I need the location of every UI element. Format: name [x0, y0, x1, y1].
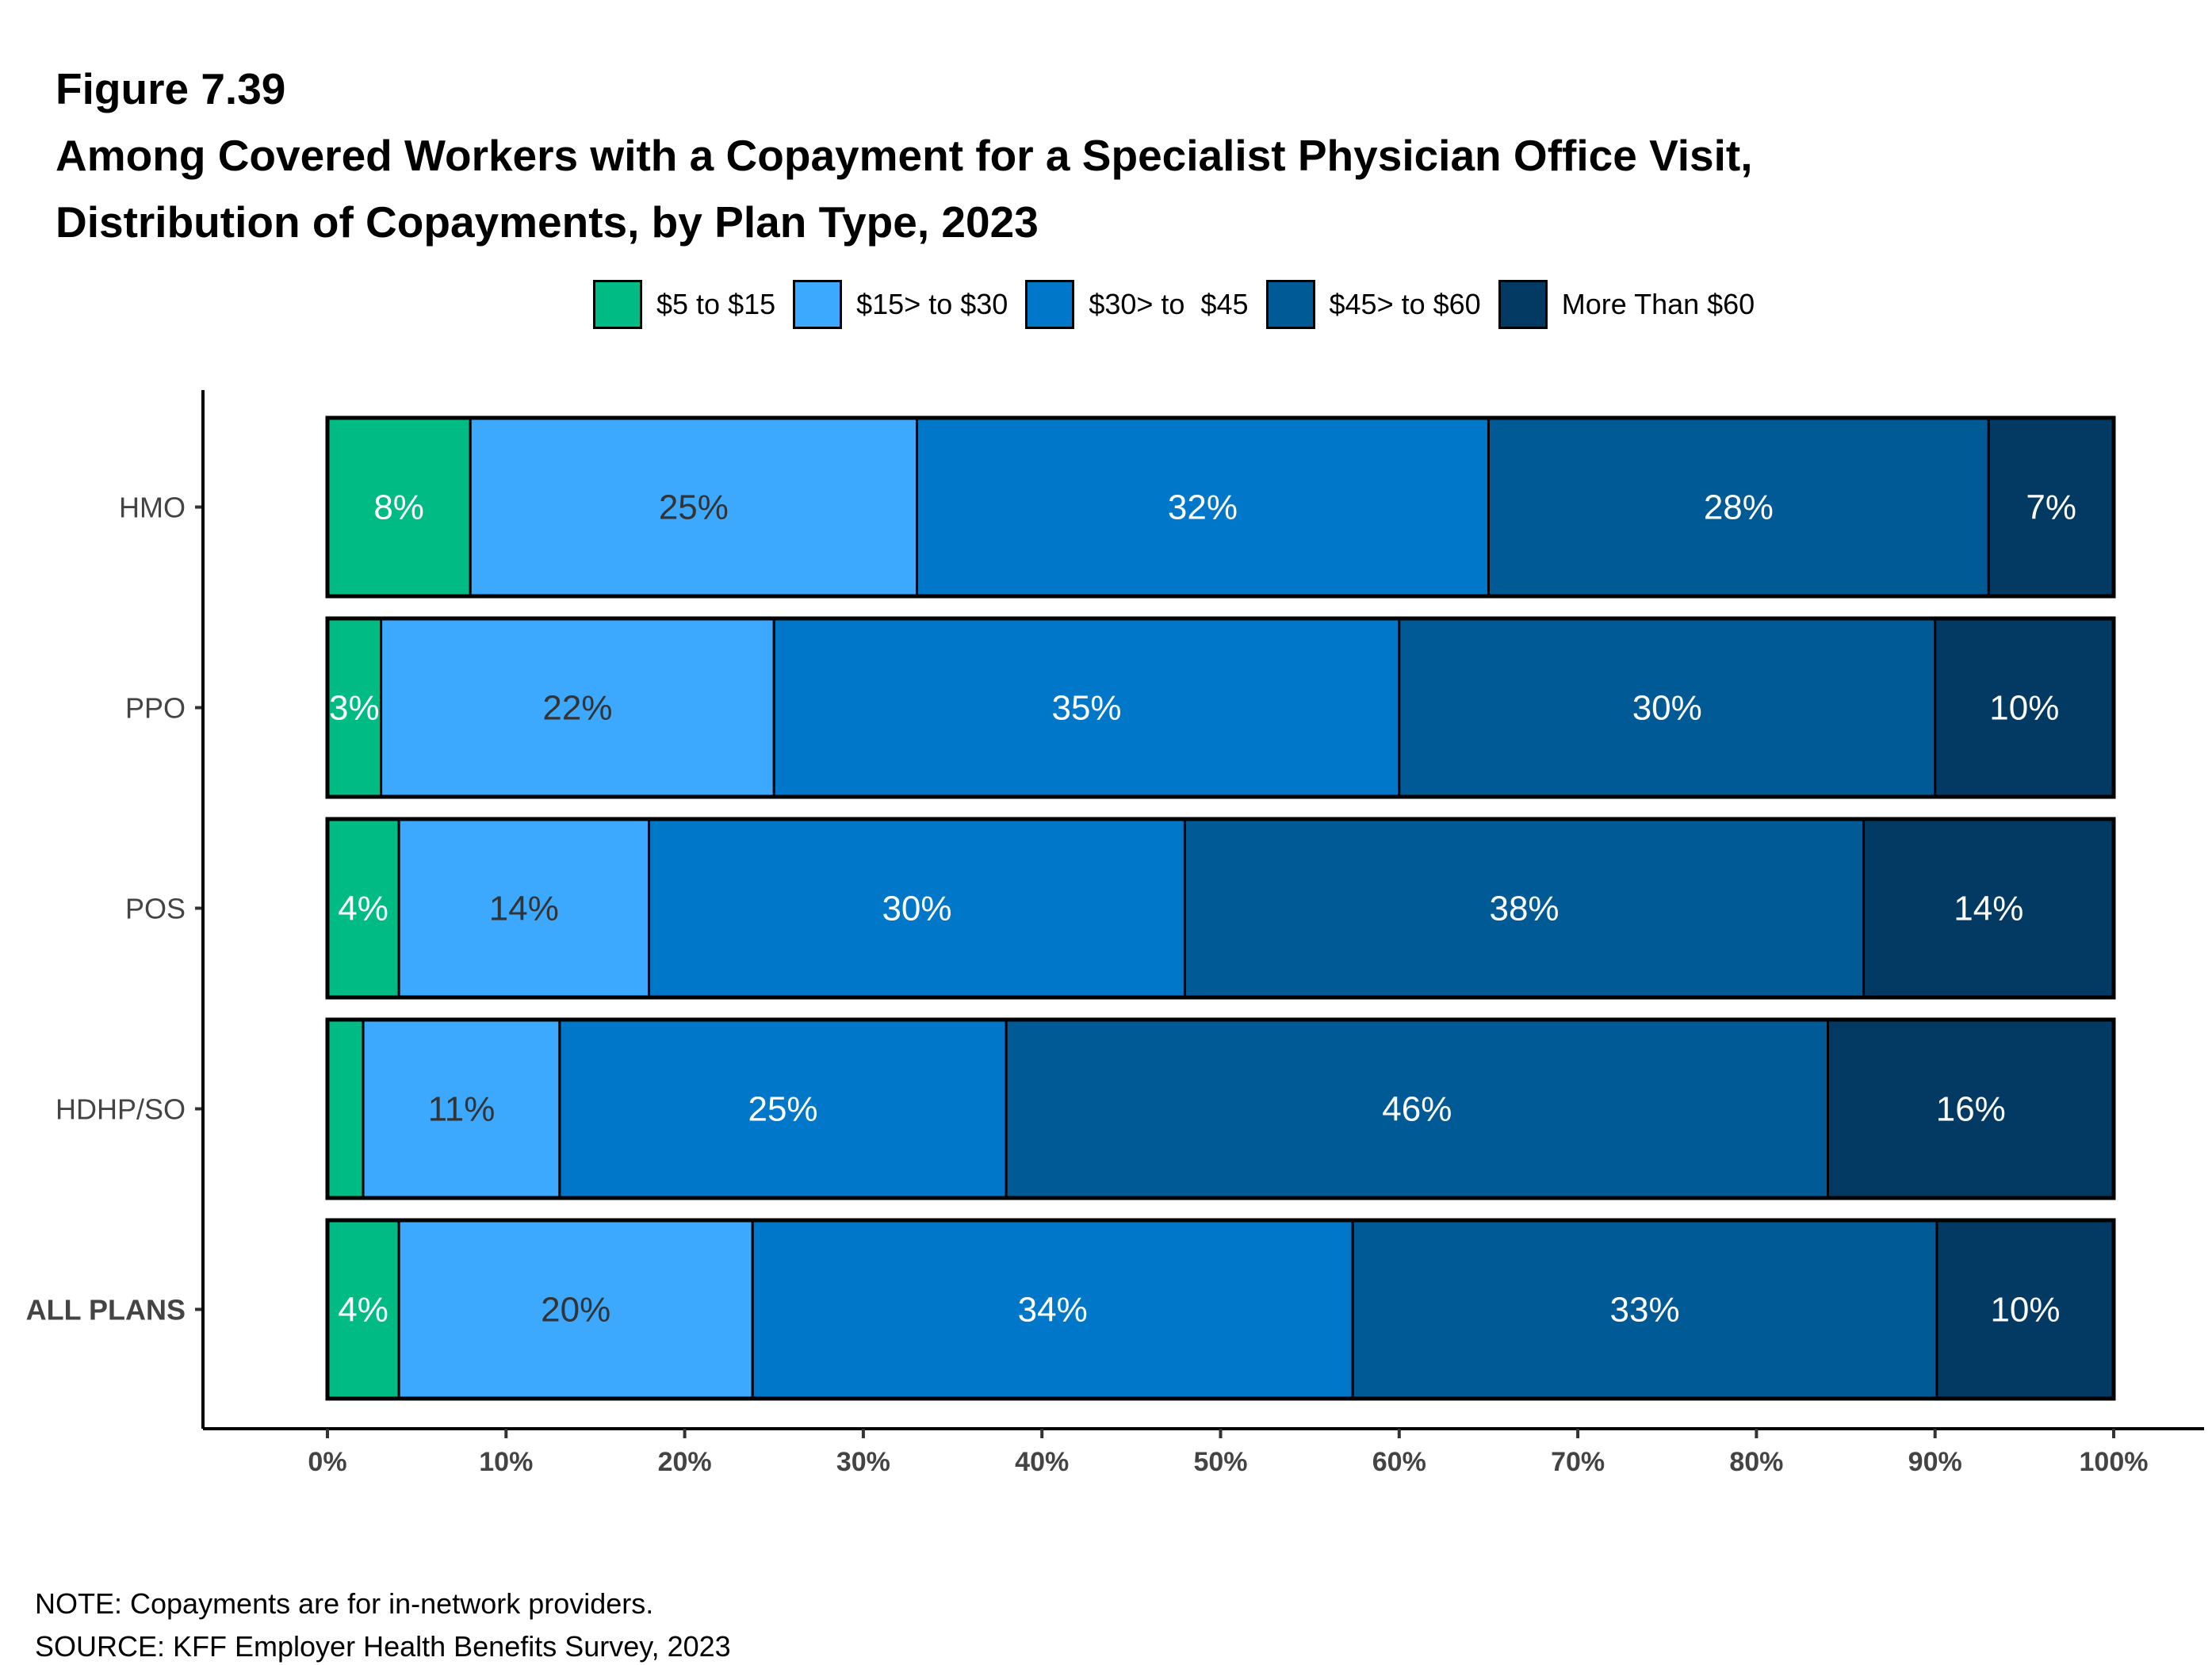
- bar-segment: [558, 1018, 1008, 1200]
- y-tick-label: POS: [125, 893, 186, 925]
- figure-label: Figure 7.39: [55, 64, 286, 113]
- x-tick-label: 100%: [2080, 1447, 2149, 1477]
- data-label: 4%: [338, 1291, 388, 1330]
- data-label: 30%: [1632, 689, 1702, 728]
- legend-item: $15> to $30: [793, 280, 1008, 329]
- bar-segment: [380, 617, 775, 798]
- data-label: 25%: [659, 488, 729, 527]
- data-label: 16%: [1936, 1090, 2006, 1129]
- data-label: 4%: [338, 890, 388, 928]
- bar-outline: [325, 1017, 2116, 1200]
- legend-label: $15> to $30: [856, 288, 1008, 320]
- chart-title-line2: Distribution of Copayments, by Plan Type…: [55, 197, 1039, 247]
- legend-label: $30> to $45: [1089, 288, 1249, 320]
- legend-item: $5 to $15: [593, 280, 775, 329]
- legend-swatch: [593, 280, 642, 329]
- data-label: 11%: [428, 1090, 496, 1129]
- y-tick-label: HMO: [119, 492, 186, 524]
- x-tick-label: 40%: [1015, 1447, 1069, 1477]
- bar-segment: [1935, 1219, 2115, 1400]
- x-tick-label: 60%: [1372, 1447, 1426, 1477]
- bar-segment: [1398, 617, 1937, 798]
- y-tick-label: ALL PLANS: [26, 1294, 186, 1326]
- bar-segment: [915, 416, 1490, 598]
- legend: $5 to $15 $15> to $30 $30> to $45 $45> t…: [593, 278, 1772, 331]
- x-tick-label: 70%: [1551, 1447, 1605, 1477]
- bar-outline: [325, 1218, 2116, 1401]
- bar-segment: [326, 416, 472, 598]
- bar-outline: [325, 415, 2116, 599]
- x-tick-label: 20%: [658, 1447, 712, 1477]
- bar-segment: [1862, 817, 2115, 999]
- data-label: 20%: [541, 1291, 610, 1330]
- legend-swatch: [1265, 280, 1315, 329]
- bar-segment: [751, 1219, 1354, 1400]
- data-label: 8%: [373, 488, 424, 527]
- data-label: 28%: [1704, 488, 1774, 527]
- data-label: 46%: [1382, 1090, 1452, 1129]
- data-label: 7%: [2026, 488, 2076, 527]
- data-label: 30%: [882, 890, 951, 928]
- legend-label: $5 to $15: [656, 288, 776, 320]
- data-label: 35%: [1051, 689, 1121, 728]
- bar-outline: [325, 616, 2116, 799]
- x-tick-label: 10%: [479, 1447, 533, 1477]
- bar-segment: [648, 817, 1186, 999]
- bar-segment: [1934, 617, 2115, 798]
- bar-segment: [1987, 416, 2115, 598]
- legend-item: More Than $60: [1498, 280, 1755, 329]
- note-text: NOTE: Copayments are for in-network prov…: [35, 1587, 654, 1620]
- data-label: 14%: [1954, 890, 2023, 928]
- data-label: 10%: [1989, 689, 2059, 728]
- x-tick-label: 0%: [308, 1447, 346, 1477]
- legend-swatch: [1025, 280, 1075, 329]
- x-tick-label: 50%: [1193, 1447, 1247, 1477]
- y-tick-label: HDHP/SO: [55, 1093, 186, 1126]
- x-tick-label: 90%: [1908, 1447, 1962, 1477]
- data-label: 10%: [1990, 1291, 2060, 1330]
- y-tick-label: PPO: [125, 692, 186, 725]
- legend-swatch: [1498, 280, 1548, 329]
- data-label: 33%: [1610, 1291, 1680, 1330]
- data-label: 3%: [329, 689, 380, 728]
- data-label: 32%: [1168, 488, 1238, 527]
- x-tick-label: 30%: [836, 1447, 890, 1477]
- bar-segment: [1351, 1219, 1938, 1400]
- bar-segment: [1005, 1018, 1830, 1200]
- legend-item: $45> to $60: [1265, 280, 1481, 329]
- legend-swatch: [793, 280, 843, 329]
- data-label: 38%: [1489, 890, 1559, 928]
- bar-outline: [325, 817, 2116, 1000]
- data-label: 14%: [489, 890, 559, 928]
- legend-label: $45> to $60: [1329, 288, 1481, 320]
- data-label: 34%: [1018, 1291, 1088, 1330]
- bar-segment: [362, 1018, 561, 1200]
- source-text: SOURCE: KFF Employer Health Benefits Sur…: [35, 1630, 731, 1663]
- legend-item: $30> to $45: [1025, 280, 1249, 329]
- data-label: 25%: [748, 1090, 817, 1129]
- chart-title-line1: Among Covered Workers with a Copayment f…: [55, 131, 1753, 180]
- x-tick-label: 80%: [1729, 1447, 1783, 1477]
- legend-label: More Than $60: [1561, 288, 1755, 320]
- data-label: 22%: [542, 689, 612, 728]
- bar-segment: [1487, 416, 1990, 598]
- bar-segment: [326, 1018, 365, 1200]
